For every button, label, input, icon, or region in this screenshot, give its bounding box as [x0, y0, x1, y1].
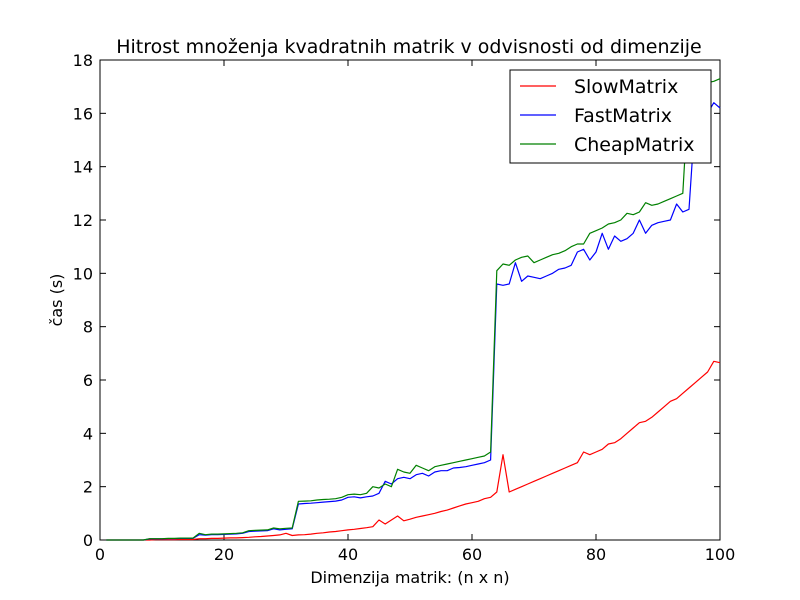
- y-tick-label: 10: [73, 264, 93, 283]
- y-tick-label: 18: [73, 51, 93, 70]
- legend-label-fastmatrix: FastMatrix: [574, 105, 672, 127]
- y-tick-label: 16: [73, 104, 93, 123]
- x-tick-label: 0: [95, 545, 105, 564]
- x-tick-label: 60: [462, 545, 482, 564]
- y-axis-label: čas (s): [47, 274, 66, 327]
- series-layer: [106, 78, 721, 541]
- x-tick-label: 40: [338, 545, 358, 564]
- axis-ticks: 0 20 40 60 80 100 0 2 4 6 8 10 12 14 16 18: [73, 51, 736, 564]
- legend-label-slowmatrix: SlowMatrix: [574, 76, 678, 98]
- series-line-slowmatrix: [106, 360, 721, 541]
- x-tick-label: 80: [586, 545, 606, 564]
- plot-frame: [99, 59, 721, 541]
- y-tick-label: 2: [83, 478, 93, 497]
- legend: SlowMatrix FastMatrix CheapMatrix: [509, 69, 712, 164]
- chart-title: Hitrost množenja kvadratnih matrik v odv…: [116, 36, 702, 58]
- x-tick-label: 20: [214, 545, 234, 564]
- series-line-cheapmatrix: [106, 78, 721, 541]
- y-tick-label: 4: [83, 424, 93, 443]
- y-tick-label: 12: [73, 211, 93, 230]
- x-tick-label: 100: [705, 545, 736, 564]
- x-axis-label: Dimenzija matrik: (n x n): [310, 568, 509, 587]
- legend-label-cheapmatrix: CheapMatrix: [574, 134, 695, 156]
- y-tick-label: 8: [83, 318, 93, 337]
- y-tick-label: 6: [83, 371, 93, 390]
- y-tick-label: 0: [83, 531, 93, 550]
- series-line-fastmatrix: [106, 102, 721, 541]
- y-tick-label: 14: [73, 158, 93, 177]
